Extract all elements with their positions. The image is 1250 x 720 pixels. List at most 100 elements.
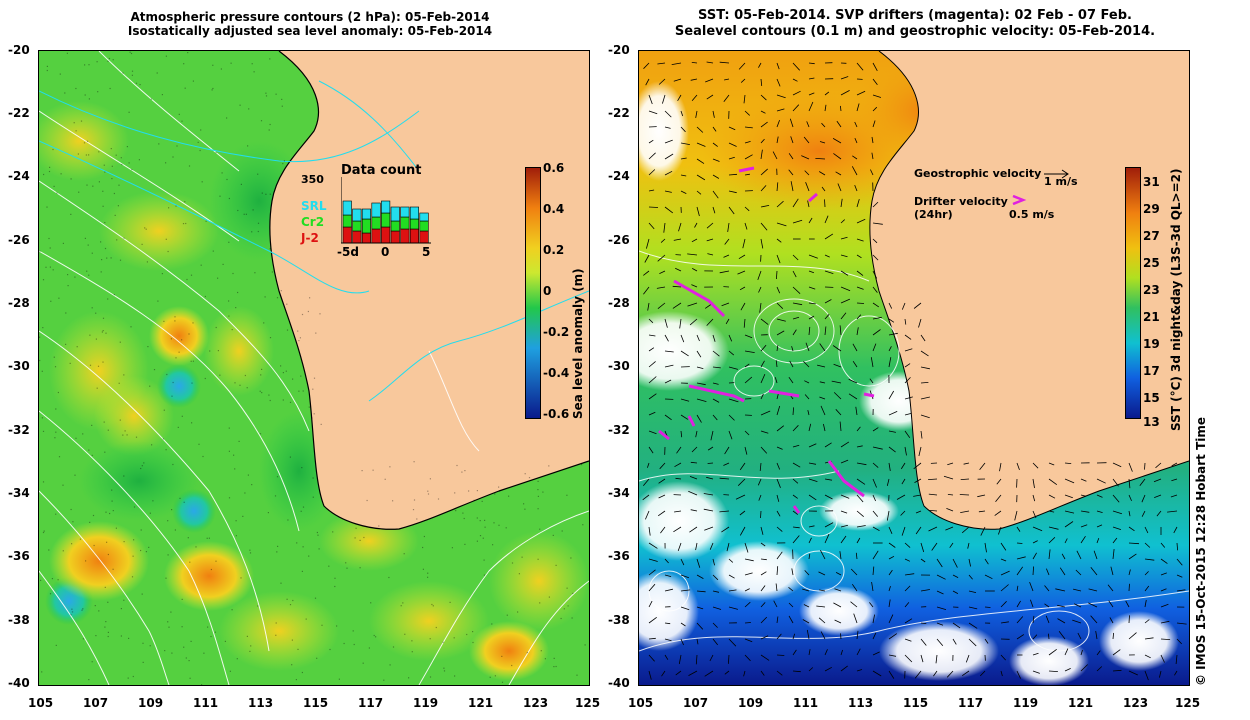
- sla-cbar-tick: 0.4: [543, 202, 565, 216]
- velocity-arrow: [888, 654, 897, 657]
- stipple-dot: [408, 677, 410, 679]
- velocity-arrow: [904, 318, 907, 325]
- stipple-dot: [286, 303, 288, 305]
- velocity-arrow: [888, 633, 898, 640]
- velocity-arrow: [760, 94, 767, 101]
- stipple-dot: [105, 621, 107, 623]
- velocity-arrow: [706, 476, 714, 480]
- velocity-arrow: [1174, 670, 1178, 676]
- velocity-arrow: [824, 233, 834, 240]
- velocity-arrow: [904, 446, 907, 456]
- stipple-dot: [150, 98, 152, 100]
- velocity-arrow: [759, 302, 762, 313]
- stipple-dot: [431, 603, 433, 606]
- stipple-dot: [184, 87, 186, 89]
- stipple-dot: [128, 637, 130, 639]
- velocity-arrow: [1016, 566, 1024, 576]
- stipple-dot: [277, 545, 279, 547]
- stipple-dot: [140, 529, 142, 531]
- stipple-dot: [43, 530, 45, 532]
- stipple-dot: [281, 98, 283, 100]
- velocity-arrow: [760, 542, 766, 547]
- velocity-arrow: [760, 670, 765, 676]
- lon-tick: 121: [468, 696, 494, 710]
- stipple-dot: [48, 549, 50, 551]
- stipple-dot: [96, 61, 98, 63]
- velocity-arrow: [1128, 526, 1135, 532]
- velocity-arrow: [719, 477, 730, 480]
- velocity-arrow: [1128, 615, 1130, 624]
- velocity-arrow: [674, 462, 682, 468]
- velocity-arrow: [904, 558, 911, 562]
- stipple-dot: [128, 111, 130, 113]
- velocity-arrow: [696, 622, 704, 630]
- velocity-arrow: [688, 490, 698, 496]
- stipple-dot: [537, 558, 539, 560]
- velocity-arrow: [760, 654, 770, 661]
- velocity-arrow: [727, 222, 730, 232]
- stipple-dot: [308, 555, 310, 557]
- stipple-dot: [98, 610, 100, 612]
- stipple-dot: [254, 272, 256, 274]
- velocity-arrow: [1128, 494, 1132, 502]
- velocity-arrow: [1107, 584, 1114, 592]
- stipple-dot: [280, 582, 282, 584]
- stipple-dot: [233, 454, 235, 456]
- legend-geostrophic: Geostrophic velocity: [914, 167, 1042, 180]
- stipple-dot: [312, 388, 314, 390]
- velocity-arrow: [642, 494, 650, 501]
- velocity-arrow: [1064, 648, 1069, 656]
- stipple-dot: [104, 247, 107, 250]
- stipple-dot: [162, 438, 164, 440]
- left-title-line2: Isostatically adjusted sea level anomaly…: [127, 24, 493, 38]
- velocity-arrow: [856, 494, 864, 503]
- velocity-arrow: [760, 78, 763, 86]
- velocity-arrow: [728, 558, 734, 563]
- velocity-arrow: [776, 526, 783, 532]
- velocity-arrow: [1048, 510, 1055, 513]
- lon-tick: 125: [1175, 696, 1201, 710]
- velocity-arrow: [840, 649, 843, 656]
- velocity-arrow: [1090, 567, 1098, 576]
- stipple-dot: [539, 602, 541, 604]
- velocity-arrow: [712, 558, 715, 566]
- velocity-arrow: [647, 462, 650, 468]
- stipple-dot: [211, 89, 213, 91]
- velocity-arrow: [854, 137, 858, 144]
- stipple-dot: [107, 429, 109, 431]
- velocity-arrow: [660, 238, 666, 243]
- stipple-dot: [259, 390, 261, 392]
- velocity-arrow: [1160, 558, 1168, 564]
- stipple-dot: [72, 521, 74, 523]
- sla-cbar-tick: -0.2: [543, 325, 570, 339]
- stipple-dot: [122, 72, 124, 74]
- stipple-dot: [217, 350, 219, 352]
- stipple-dot: [524, 508, 526, 510]
- velocity-arrow: [1144, 637, 1154, 640]
- stipple-dot: [89, 334, 91, 336]
- velocity-arrow: [677, 94, 682, 102]
- velocity-arrow: [1032, 494, 1036, 502]
- velocity-arrow: [792, 316, 800, 320]
- right-title: SST: 05-Feb-2014. SVP drifters (magenta)…: [640, 8, 1190, 40]
- stipple-dot: [103, 164, 105, 166]
- velocity-arrow: [648, 654, 655, 662]
- lat-tick: -26: [608, 233, 630, 247]
- velocity-arrow: [1128, 478, 1131, 489]
- stipple-dot: [265, 193, 267, 195]
- lat-tick: -34: [608, 486, 630, 500]
- velocity-arrow: [998, 526, 1002, 535]
- velocity-arrow: [1144, 585, 1150, 592]
- velocity-arrow: [689, 476, 698, 480]
- velocity-arrow: [901, 302, 906, 310]
- velocity-arrow: [712, 158, 720, 162]
- velocity-arrow: [738, 254, 746, 260]
- sla-stipple: [39, 51, 586, 685]
- velocity-arrow: [961, 670, 970, 677]
- lon-tick: 105: [28, 696, 54, 710]
- velocity-arrow: [728, 589, 737, 592]
- velocity-arrow: [792, 90, 801, 96]
- velocity-arrow: [1160, 620, 1170, 624]
- stipple-dot: [132, 555, 134, 557]
- velocity-arrow: [819, 343, 826, 352]
